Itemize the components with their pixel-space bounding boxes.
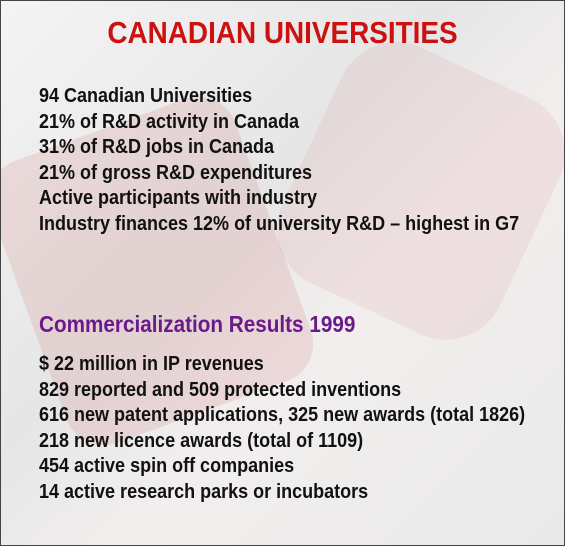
list-item: 454 active spin off companies <box>39 455 295 477</box>
list-item: 21% of gross R&D expenditures <box>39 161 313 184</box>
section-title: Commercialization Results 1999 <box>39 311 356 337</box>
list-item: $ 22 million in IP revenues <box>39 353 264 375</box>
list-item: 218 new licence awards (total of 1109) <box>39 429 364 452</box>
list-item: 31% of R&D jobs in Canada <box>39 136 275 158</box>
list-item: 14 active research parks or incubators <box>39 480 369 503</box>
results-list: $ 22 million in IP revenues 829 reported … <box>39 352 564 505</box>
list-item: Industry finances 12% of university R&D … <box>39 212 520 235</box>
list-item: 21% of R&D activity in Canada <box>39 110 300 133</box>
list-item: 829 reported and 509 protected invention… <box>39 378 402 401</box>
title: CANADIAN UNIVERSITIES <box>107 15 458 50</box>
facts-list: 94 Canadian Universities 21% of R&D activ… <box>39 84 564 237</box>
list-item: Active participants with industry <box>39 187 318 209</box>
list-item: 94 Canadian Universities <box>39 85 253 107</box>
list-item: 616 new patent applications, 325 new awa… <box>39 404 526 426</box>
